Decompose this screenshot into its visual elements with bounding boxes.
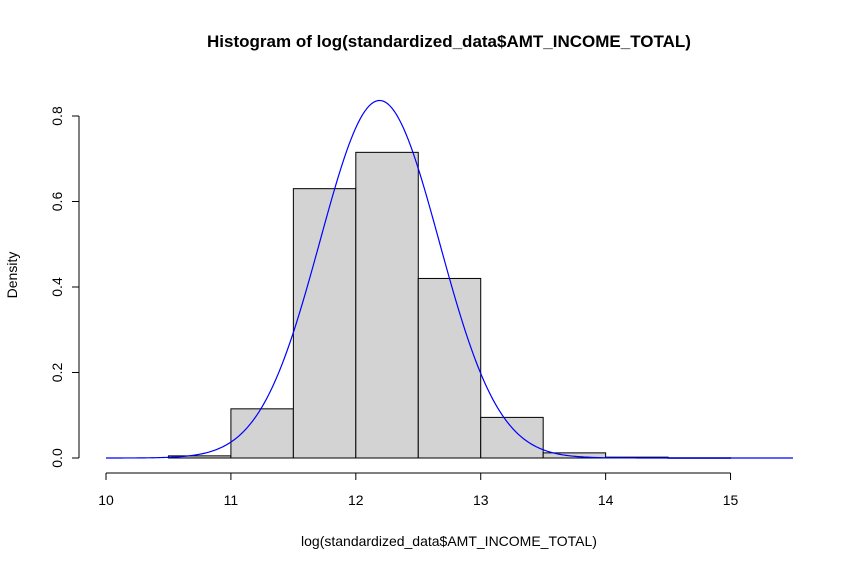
x-tick-label: 11: [224, 492, 239, 508]
x-tick-label: 12: [348, 492, 364, 508]
histogram-bar: [355, 151, 419, 459]
y-tick-label: 0.0: [49, 448, 65, 468]
histogram-bar: [542, 452, 607, 459]
y-tick-label: 0.6: [49, 192, 65, 212]
y-axis: 0.0 0.2 0.4 0.6 0.8: [49, 106, 80, 468]
histogram-bar: [480, 416, 544, 459]
y-axis-label: Density: [4, 252, 20, 299]
x-axis-label: log(standardized_data$AMT_INCOME_TOTAL): [301, 533, 597, 549]
x-tick-label: 13: [473, 492, 489, 508]
chart-title: Histogram of log(standardized_data$AMT_I…: [207, 32, 691, 51]
histogram-bars: [167, 151, 732, 459]
y-tick-label: 0.4: [49, 277, 65, 297]
x-tick-label: 15: [723, 492, 739, 508]
x-tick-label: 14: [598, 492, 614, 508]
histogram-bar: [292, 188, 357, 459]
histogram-bar: [417, 277, 482, 459]
density-curve: [106, 99, 793, 459]
y-tick-label: 0.8: [49, 106, 65, 126]
y-tick-label: 0.2: [49, 363, 65, 383]
histogram-bar: [230, 408, 294, 459]
x-axis: 10 11 12 13 14 15: [98, 472, 739, 508]
x-tick-label: 10: [98, 492, 114, 508]
